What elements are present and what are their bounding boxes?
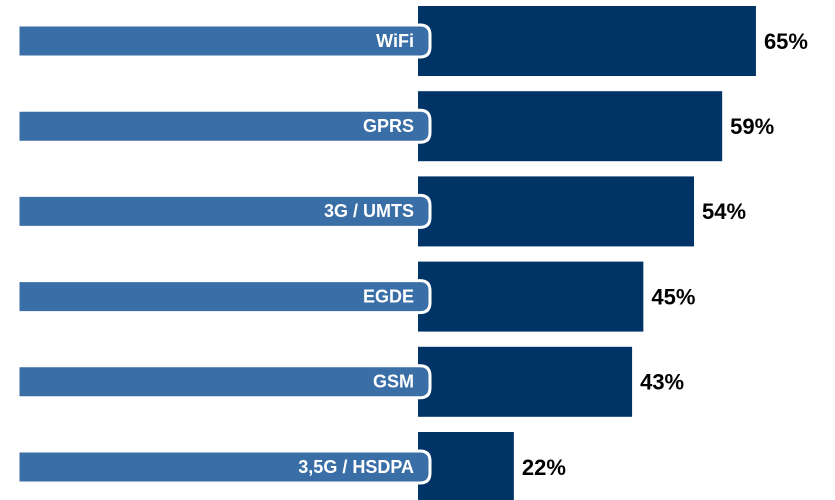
bar [418,346,633,417]
category-pill [16,108,432,144]
value-label: 43% [640,370,684,395]
value-label: 45% [651,284,695,309]
category-label: 3,5G / HSDPA [298,457,414,477]
bar [418,176,695,247]
category-pill [16,364,432,400]
category-pill [16,279,432,315]
bar [418,432,514,500]
bar [418,6,756,76]
value-label: 59% [730,114,774,139]
value-label: 65% [764,29,808,54]
bar [418,91,723,162]
category-label: 3G / UMTS [324,201,414,221]
value-label: 22% [522,455,566,480]
category-label: EGDE [363,286,414,306]
value-label: 54% [702,199,746,224]
bar [418,261,644,332]
category-label: WiFi [376,31,414,51]
category-pill [16,449,432,485]
category-label: GPRS [363,116,414,136]
category-label: GSM [373,372,414,392]
category-pill [16,23,432,59]
category-pill [16,193,432,229]
